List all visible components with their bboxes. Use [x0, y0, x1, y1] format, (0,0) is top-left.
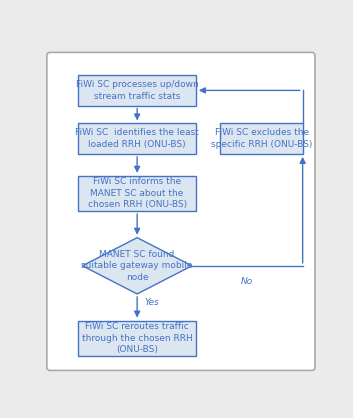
Text: No: No [241, 277, 253, 286]
Text: FiWi SC excludes the
specific RRH (ONU-BS): FiWi SC excludes the specific RRH (ONU-B… [211, 128, 312, 149]
FancyBboxPatch shape [78, 123, 196, 154]
FancyBboxPatch shape [78, 75, 196, 106]
FancyBboxPatch shape [220, 123, 303, 154]
Polygon shape [83, 238, 192, 294]
Text: Yes: Yes [144, 298, 159, 307]
Text: FiWi SC reroutes traffic
through the chosen RRH
(ONU-BS): FiWi SC reroutes traffic through the cho… [82, 322, 192, 354]
Text: FiWi SC  identifies the least
loaded RRH (ONU-BS): FiWi SC identifies the least loaded RRH … [75, 128, 199, 149]
Text: FiWi SC processes up/down
stream traffic stats: FiWi SC processes up/down stream traffic… [76, 80, 198, 101]
FancyBboxPatch shape [78, 321, 196, 356]
FancyBboxPatch shape [47, 52, 315, 370]
FancyBboxPatch shape [78, 176, 196, 211]
Text: FiWi SC informs the
MANET SC about the
chosen RRH (ONU-BS): FiWi SC informs the MANET SC about the c… [88, 177, 187, 209]
Text: MANET SC found
suitable gateway mobile
node: MANET SC found suitable gateway mobile n… [82, 250, 193, 282]
